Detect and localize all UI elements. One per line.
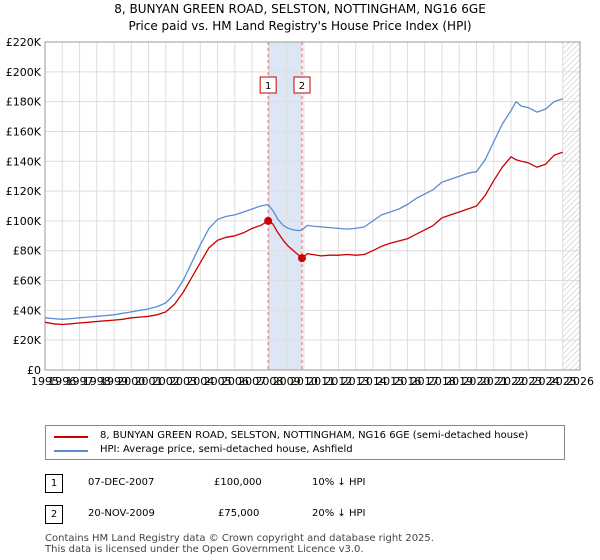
- legend-swatch-hpi: [54, 450, 88, 452]
- transaction-hpi-diff: 20% ↓ HPI: [312, 508, 366, 519]
- x-tick-label: 2009: [273, 375, 301, 388]
- x-tick-label: 1999: [100, 375, 128, 388]
- y-tick-label: £0: [27, 364, 41, 377]
- x-tick-label: 2017: [411, 375, 439, 388]
- transaction-row: 2 20-NOV-2009 £75,000 20% ↓ HPI: [0, 505, 600, 525]
- price-chart: £0 £20K £40K £60K £80K £100K £120K £140K £160K £1…: [6, 36, 594, 388]
- sale-point: [264, 216, 273, 225]
- x-tick-label: 2010: [290, 375, 318, 388]
- y-tick-label: £60K: [13, 275, 42, 288]
- x-tick-label: 2015: [376, 375, 404, 388]
- x-tick-label: 1996: [48, 375, 76, 388]
- x-tick-label: 1997: [66, 375, 94, 388]
- x-tick-label: 2022: [497, 375, 525, 388]
- forecast-hatch: [562, 42, 580, 370]
- legend-swatch-property: [54, 436, 88, 438]
- y-tick-label: £200K: [6, 66, 42, 79]
- hpi-line: [44, 98, 563, 320]
- sale-number-box: [259, 76, 277, 94]
- transaction-price: £75,000: [218, 508, 260, 519]
- x-tick-label: 2019: [445, 375, 473, 388]
- y-tick-label: £140K: [6, 155, 42, 168]
- x-tick-label: 2024: [531, 375, 559, 388]
- y-tick-label: £220K: [6, 36, 42, 49]
- y-tick-label: £80K: [13, 245, 42, 258]
- sale-period-band: [268, 42, 302, 370]
- x-tick-label: 2000: [117, 375, 145, 388]
- x-tick-label: 2014: [359, 375, 387, 388]
- x-tick-label: 2001: [135, 375, 163, 388]
- y-tick-label: £120K: [6, 185, 42, 198]
- footer-licence: This data is licensed under the Open Gov…: [45, 544, 364, 555]
- sale-number-label: 1: [265, 81, 271, 92]
- x-tick-label: 2004: [186, 375, 214, 388]
- x-tick-label: 2025: [549, 375, 577, 388]
- x-tick-label: 2007: [238, 375, 266, 388]
- legend-label-hpi: HPI: Average price, semi-detached house,…: [100, 444, 353, 455]
- y-tick-label: £40K: [13, 304, 42, 317]
- sale-number-label: 2: [299, 81, 305, 92]
- legend-label-property: 8, BUNYAN GREEN ROAD, SELSTON, NOTTINGHA…: [100, 430, 529, 441]
- chart-subtitle: Price paid vs. HM Land Registry's House …: [128, 19, 472, 33]
- plot-frame: [44, 41, 581, 371]
- y-tick-label: £180K: [6, 96, 42, 109]
- x-tick-label: 2013: [342, 375, 370, 388]
- x-tick-label: 2021: [480, 375, 508, 388]
- transaction-marker: 2: [45, 505, 63, 524]
- footer-copyright: Contains HM Land Registry data © Crown c…: [45, 533, 434, 544]
- x-tick-label: 1998: [83, 375, 111, 388]
- sale-point: [297, 254, 306, 263]
- transaction-date: 07-DEC-2007: [88, 477, 155, 488]
- x-tick-label: 2006: [221, 375, 249, 388]
- y-tick-label: £160K: [6, 125, 42, 138]
- x-tick-label: 2023: [514, 375, 542, 388]
- x-tick-label: 2026: [566, 375, 594, 388]
- x-tick-label: 2018: [428, 375, 456, 388]
- x-tick-label: 2002: [152, 375, 180, 388]
- x-tick-label: 1995: [31, 375, 59, 388]
- chart-title: 8, BUNYAN GREEN ROAD, SELSTON, NOTTINGHA…: [114, 2, 486, 16]
- x-tick-label: 2012: [324, 375, 352, 388]
- transaction-price: £100,000: [214, 477, 262, 488]
- legend: 8, BUNYAN GREEN ROAD, SELSTON, NOTTINGHA…: [45, 425, 565, 460]
- x-tick-label: 2008: [255, 375, 283, 388]
- transaction-date: 20-NOV-2009: [88, 508, 155, 519]
- y-tick-label: £20K: [13, 334, 42, 347]
- x-tick-label: 2016: [393, 375, 421, 388]
- x-tick-label: 2011: [307, 375, 335, 388]
- transaction-marker: 1: [45, 474, 63, 493]
- y-tick-label: £100K: [6, 215, 42, 228]
- x-tick-label: 2003: [169, 375, 197, 388]
- x-tick-label: 2005: [204, 375, 232, 388]
- transaction-hpi-diff: 10% ↓ HPI: [312, 477, 366, 488]
- x-tick-label: 2020: [462, 375, 490, 388]
- sale-number-box: [293, 76, 311, 94]
- transaction-row: 1 07-DEC-2007 £100,000 10% ↓ HPI: [0, 474, 600, 494]
